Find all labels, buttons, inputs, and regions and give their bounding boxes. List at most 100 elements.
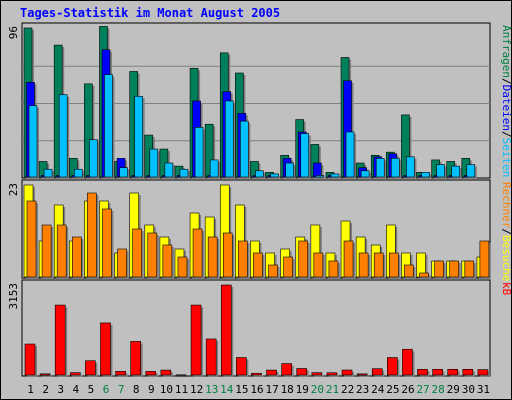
bar-kb-day-2 [39, 373, 53, 377]
bar-seiten-day-12 [194, 127, 206, 179]
x-tick-label: 25 [386, 383, 399, 396]
x-tick-label: 15 [235, 383, 248, 396]
bar-rechner-day-9 [147, 232, 159, 279]
bar-kb-day-1 [24, 343, 37, 377]
bar-seiten-day-20 [315, 175, 326, 179]
bar-kb-day-17 [266, 369, 279, 377]
y-max-label: 96 [7, 26, 20, 39]
bar-rechner-day-28 [434, 260, 446, 279]
bar-seiten-day-7 [119, 167, 130, 179]
bar-rechner-day-4 [71, 236, 84, 279]
bar-kb-day-15 [236, 357, 249, 377]
bar-rechner-day-27 [419, 272, 431, 279]
bar-kb-day-5 [85, 360, 98, 377]
bar-kb-day-22 [341, 369, 355, 377]
bar-seiten-day-10 [164, 162, 175, 179]
bar-rechner-day-20 [313, 252, 325, 279]
bar-rechner-day-18 [283, 256, 295, 279]
x-tick-label: 17 [265, 383, 278, 396]
bar-seiten-day-29 [451, 165, 462, 179]
legend-entry: Anfragen [500, 25, 512, 78]
x-tick-label: 11 [175, 383, 188, 396]
bar-seiten-day-5 [89, 139, 100, 179]
bar-rechner-day-24 [373, 252, 386, 279]
bar-rechner-day-31 [479, 240, 491, 279]
bar-rechner-day-3 [56, 224, 69, 279]
x-tick-label: 7 [118, 383, 125, 396]
bar-rechner-day-26 [404, 264, 416, 279]
bar-seiten-day-13 [209, 159, 221, 179]
x-tick-label: 31 [477, 383, 490, 396]
bar-kb-day-13 [205, 338, 219, 377]
x-tick-label: 9 [148, 383, 155, 396]
bar-kb-day-30 [462, 368, 475, 377]
bar-rechner-day-25 [389, 252, 401, 279]
bar-kb-day-14 [220, 284, 234, 377]
bar-kb-day-18 [281, 363, 294, 377]
bar-kb-day-21 [326, 372, 339, 377]
bar-rechner-day-16 [253, 252, 265, 279]
x-tick-label: 28 [432, 383, 445, 396]
x-tick-label: 5 [88, 383, 95, 396]
bar-rechner-day-22 [343, 240, 356, 279]
bar-kb-day-28 [432, 368, 445, 377]
bar-kb-day-8 [130, 341, 143, 377]
x-tick-label: 26 [401, 383, 414, 396]
bar-seiten-day-14 [224, 100, 236, 179]
x-tick-label: 10 [160, 383, 173, 396]
legend-entry: Seiten [500, 138, 512, 178]
legend-entry: kB [500, 282, 512, 296]
bar-kb-day-19 [296, 368, 309, 377]
bar-seiten-day-28 [436, 164, 447, 179]
bar-rechner-day-14 [222, 232, 235, 279]
bar-kb-day-4 [69, 372, 83, 377]
bar-kb-day-6 [100, 322, 113, 377]
bar-kb-day-16 [251, 372, 264, 377]
bar-rechner-day-17 [268, 264, 280, 279]
x-tick-label: 1 [27, 383, 34, 396]
bar-kb-day-31 [477, 369, 490, 377]
bar-seiten-day-16 [255, 170, 266, 179]
bar-rechner-day-15 [238, 240, 250, 279]
panel-bottom: 3153 kB [7, 279, 512, 377]
bar-seiten-day-11 [179, 168, 190, 179]
legend-entry: Rechner [500, 182, 512, 229]
bar-seiten-day-21 [330, 173, 341, 179]
bar-kb-day-12 [190, 304, 204, 377]
bar-kb-day-10 [160, 369, 173, 377]
bar-seiten-day-6 [104, 74, 115, 179]
bar-seiten-day-23 [360, 170, 372, 179]
bar-kb-day-25 [387, 357, 400, 377]
legend-separator: / [500, 131, 512, 138]
bar-kb-day-27 [417, 368, 430, 377]
x-tick-label: 29 [447, 383, 460, 396]
legend-middle: Rechner/Besuche [500, 182, 512, 281]
x-tick-label: 2 [42, 383, 49, 396]
bar-seiten-day-30 [466, 164, 477, 179]
x-tick-label: 22 [341, 383, 354, 396]
bar-rechner-day-8 [132, 228, 144, 279]
panel-top: 96 Anfragen/Dateien/Seiten [7, 22, 512, 180]
bar-rechner-day-13 [207, 236, 220, 279]
bar-seiten-day-26 [406, 156, 417, 179]
bar-seiten-day-18 [285, 162, 296, 179]
x-tick-label: 20 [311, 383, 324, 396]
bar-seiten-day-19 [300, 133, 311, 179]
bar-seiten-day-1 [28, 105, 39, 179]
legend-top: Anfragen/Dateien/Seiten [500, 25, 512, 177]
bar-rechner-day-5 [87, 192, 99, 279]
bar-seiten-day-15 [240, 120, 251, 179]
x-tick-label: 13 [205, 383, 218, 396]
legend-separator: / [500, 228, 512, 235]
bar-kb-day-3 [54, 304, 68, 377]
bar-kb-day-24 [371, 368, 385, 377]
bar-rechner-day-21 [328, 260, 340, 279]
bar-rechner-day-30 [464, 260, 476, 279]
x-tick-label: 3 [57, 383, 64, 396]
x-tick-label: 19 [296, 383, 309, 396]
bar-rechner-day-12 [192, 228, 205, 279]
bar-seiten-day-9 [149, 148, 160, 179]
bar-kb-day-11 [175, 374, 188, 377]
